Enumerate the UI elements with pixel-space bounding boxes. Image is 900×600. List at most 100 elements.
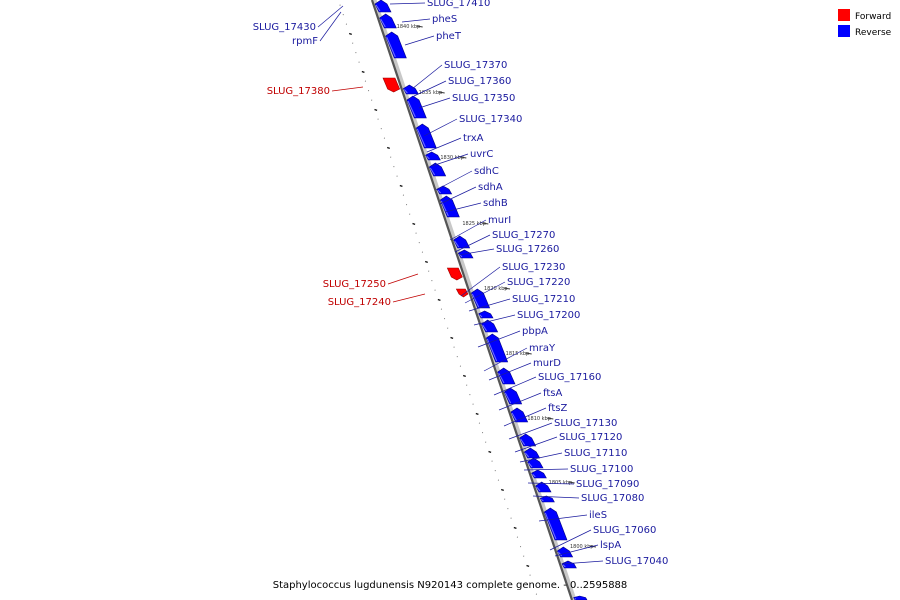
- gene-label-sdhA: sdhA: [478, 182, 503, 193]
- gene-label-SLUG_17080: SLUG_17080: [581, 493, 644, 504]
- reverse-gene-highlight: [380, 18, 386, 28]
- reverse-gene-highlight: [403, 89, 408, 94]
- leader-line: [493, 376, 537, 396]
- guide-dot: [500, 488, 504, 492]
- reverse-gene-highlight: [375, 4, 381, 12]
- reverse-gene-arrow: [485, 333, 509, 363]
- forward-gene-arrow: [455, 288, 469, 298]
- leader-line: [508, 422, 553, 440]
- forward-gene-arrow: [446, 267, 463, 281]
- gene-labels: SLUG_17410 pheS pheT SLUG_17370 SLUG_17360 SL…: [253, 0, 669, 567]
- reverse-gene-highlight: [416, 128, 426, 148]
- reverse-gene-highlight: [528, 462, 533, 468]
- leader-line: [389, 2, 426, 5]
- reverse-gene-arrow: [535, 481, 552, 493]
- gene-label-SLUG_17250: SLUG_17250: [323, 279, 386, 290]
- leader-line: [423, 118, 458, 137]
- forward-gene-arrow: [382, 77, 401, 93]
- reverse-gene-highlight: [498, 372, 505, 384]
- leader-line: [477, 330, 521, 348]
- leader-line: [387, 273, 419, 285]
- gene-label-SLUG_17160: SLUG_17160: [538, 372, 601, 383]
- guide-dot: [437, 298, 441, 302]
- reverse-gene-highlight: [541, 499, 544, 502]
- reverse-genes: [374, 0, 588, 600]
- backbone-dots: [339, 4, 537, 595]
- legend-forward-label: Forward: [855, 12, 891, 22]
- leader-line: [413, 80, 447, 97]
- leader-line: [554, 544, 599, 557]
- gene-label-sdhC: sdhC: [474, 166, 499, 177]
- tick-label: 1810 kbp: [527, 416, 551, 422]
- leader-line: [488, 362, 532, 381]
- forward-genes: [382, 77, 469, 298]
- guide-dot: [399, 184, 403, 188]
- leader-line: [523, 468, 569, 471]
- gene-label-SLUG_17430: SLUG_17430: [253, 22, 316, 33]
- gene-label-SLUG_17230: SLUG_17230: [502, 262, 565, 273]
- legend-forward-swatch: [838, 9, 850, 21]
- leader-line: [435, 170, 473, 191]
- guide-dot: [361, 70, 365, 74]
- reverse-gene-arrow: [436, 185, 453, 195]
- reverse-gene-arrow: [415, 123, 437, 149]
- reverse-gene-arrow: [406, 95, 427, 119]
- guide-dot: [412, 222, 416, 226]
- gene-label-SLUG_17360: SLUG_17360: [448, 76, 511, 87]
- legend-reverse-label: Reverse: [855, 28, 892, 38]
- tick-mark: [416, 25, 423, 28]
- reverse-gene-arrow: [531, 469, 547, 479]
- leader-line: [439, 186, 477, 205]
- reverse-gene-highlight: [524, 452, 530, 458]
- tick-mark: [503, 287, 511, 290]
- tick-group: 1840 kbp 1835 kbp 1830 kbp 1825 kbp 1820 kbp…: [397, 24, 597, 550]
- leader-line: [460, 266, 501, 297]
- gene-label-SLUG_17200: SLUG_17200: [517, 310, 580, 321]
- gene-label-SLUG_17100: SLUG_17100: [570, 464, 633, 475]
- gene-label-SLUG_17340: SLUG_17340: [459, 114, 522, 125]
- leader-line: [549, 529, 592, 551]
- gene-label-uvrC: uvrC: [470, 149, 493, 160]
- leader-line: [527, 482, 575, 485]
- leader-line: [411, 64, 443, 90]
- leader-line: [473, 314, 516, 326]
- reverse-gene-highlight: [454, 240, 460, 248]
- leader-line: [468, 298, 511, 312]
- gene-label-SLUG_17040: SLUG_17040: [605, 556, 668, 567]
- gene-label-murI: murI: [488, 215, 511, 226]
- tick-label: 1805 kbp: [549, 480, 573, 486]
- leader-line: [514, 436, 558, 453]
- leader-line: [498, 392, 542, 411]
- reverse-gene-highlight: [536, 486, 541, 492]
- leader-line: [404, 35, 435, 46]
- guide-dot: [348, 32, 352, 36]
- tick-label: 1815 kbp: [506, 351, 530, 357]
- gene-label-pheT: pheT: [436, 31, 462, 42]
- gene-label-trxA: trxA: [463, 133, 484, 144]
- leader-line: [538, 514, 588, 522]
- tick-label: 1830 kbp: [440, 155, 464, 161]
- legend-reverse-swatch: [838, 25, 850, 37]
- reverse-gene-arrow: [527, 457, 544, 469]
- gene-label-SLUG_17380: SLUG_17380: [267, 86, 330, 97]
- reverse-gene-highlight: [520, 438, 526, 446]
- reverse-gene-highlight: [471, 293, 480, 308]
- tick-mark: [568, 481, 575, 484]
- leader-line: [483, 347, 528, 372]
- leader-line: [392, 293, 426, 303]
- leader-line: [561, 560, 604, 565]
- guide-dot: [462, 374, 466, 378]
- gene-label-SLUG_17220: SLUG_17220: [507, 277, 570, 288]
- guide-dot: [424, 260, 428, 264]
- tick-mark: [438, 91, 445, 94]
- gene-label-lspA: lspA: [600, 540, 621, 551]
- reverse-gene-arrow: [543, 507, 568, 541]
- leader-line: [458, 248, 495, 256]
- leader-line: [449, 219, 487, 241]
- gene-label-SLUG_17090: SLUG_17090: [576, 479, 639, 490]
- tick-mark: [547, 417, 554, 420]
- leader-line: [431, 153, 469, 167]
- gene-label-SLUG_17060: SLUG_17060: [593, 525, 656, 536]
